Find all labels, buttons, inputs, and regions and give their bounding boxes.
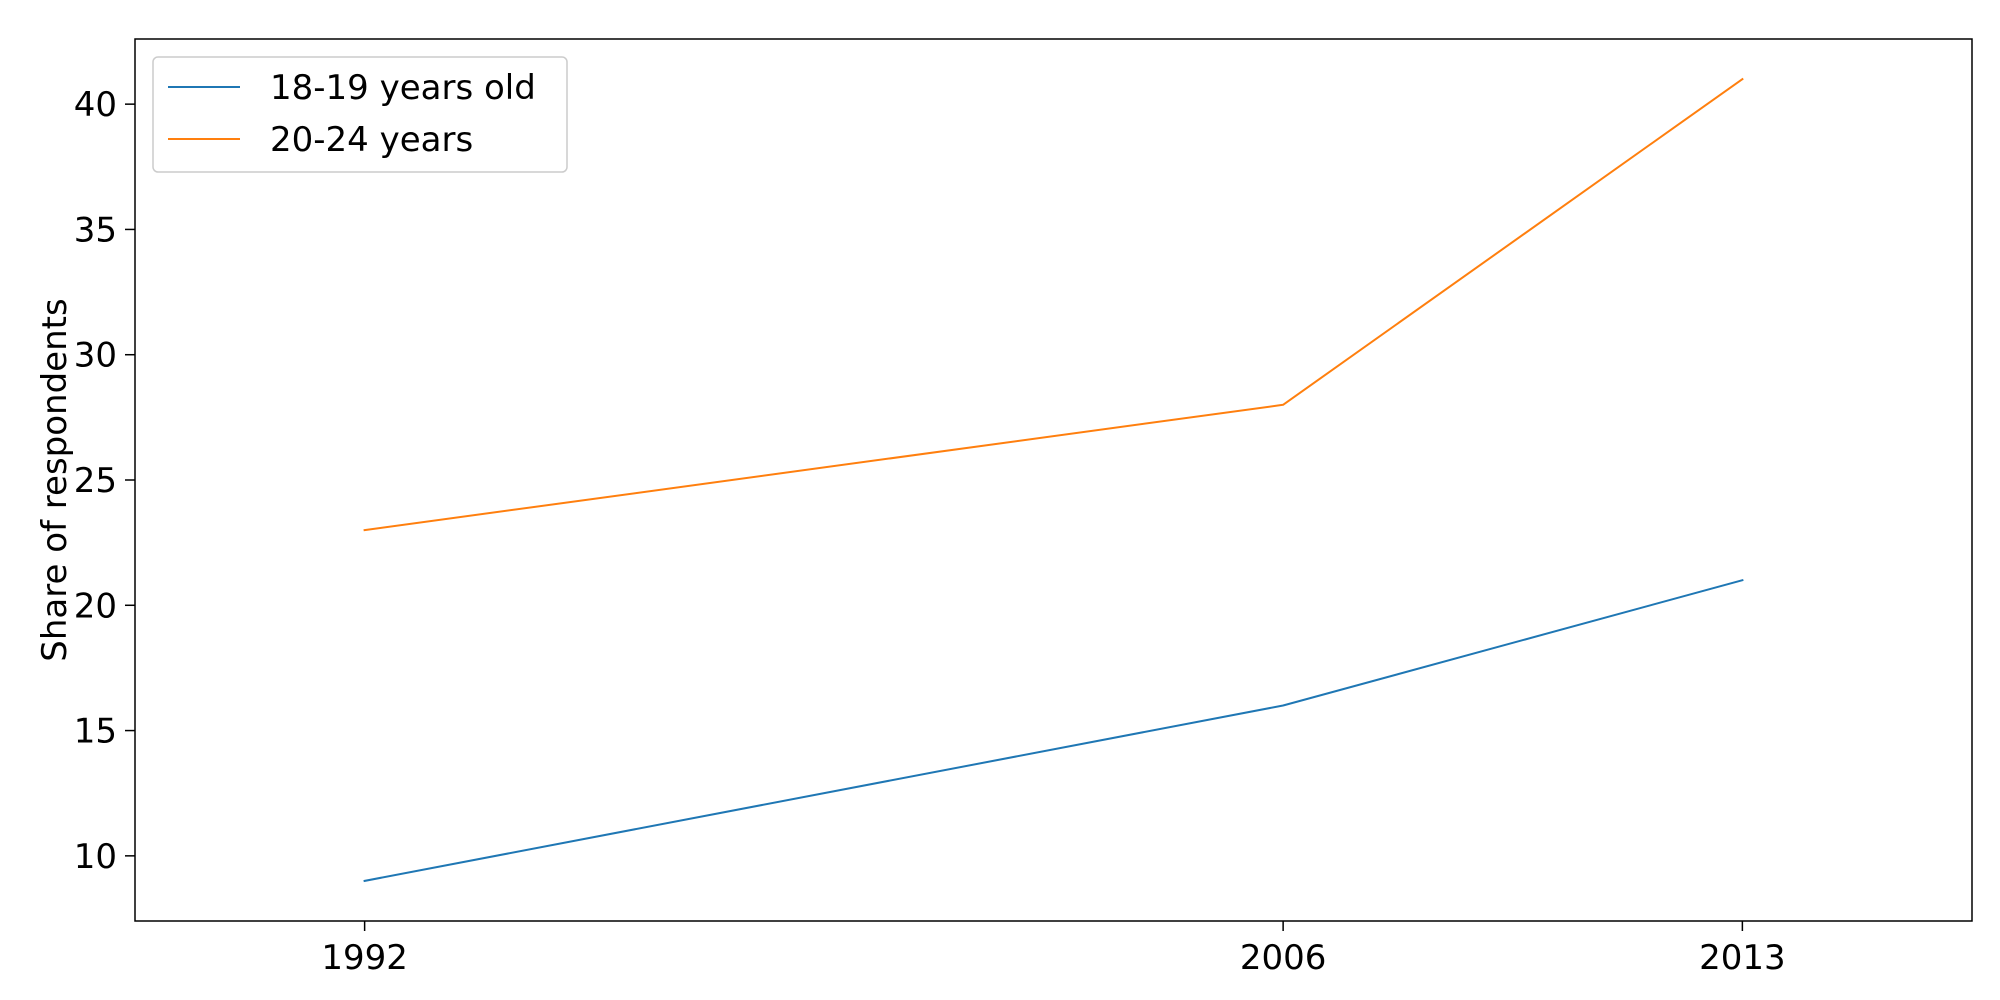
y-tick-label: 40 [74,85,117,125]
legend: 18-19 years old 20-24 years [152,56,568,173]
legend-label-2: 20-24 years [270,120,473,160]
series-line-1 [363,578,1744,883]
y-tick-label: 10 [74,837,117,877]
series-line-2 [363,77,1744,532]
y-tick-label: 15 [74,712,117,752]
y-tick-label: 25 [74,461,117,501]
legend-items: 18-19 years old 20-24 years [168,68,536,160]
y-tick-label: 35 [74,210,117,250]
y-axis-label: Share of respondents [35,298,75,661]
legend-frame [152,56,568,173]
legend-label-1: 18-19 years old [270,68,536,108]
x-tick-label: 2006 [1240,938,1327,978]
x-tick-label: 1992 [321,938,408,978]
y-tick-label: 30 [74,336,117,376]
y-tick-label: 20 [74,586,117,626]
x-axis: 1992 2006 2013 [321,921,1786,978]
series-layer [363,77,1744,883]
y-axis: 10 15 20 25 30 35 40 [74,85,135,877]
x-tick-label: 2013 [1699,938,1786,978]
